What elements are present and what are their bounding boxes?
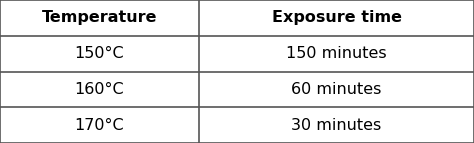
Text: Temperature: Temperature	[42, 10, 157, 25]
Text: 170°C: 170°C	[75, 118, 124, 133]
Text: 30 minutes: 30 minutes	[292, 118, 382, 133]
Text: Exposure time: Exposure time	[272, 10, 401, 25]
Text: 150 minutes: 150 minutes	[286, 46, 387, 61]
Text: 150°C: 150°C	[75, 46, 124, 61]
Text: 160°C: 160°C	[75, 82, 124, 97]
Text: 60 minutes: 60 minutes	[292, 82, 382, 97]
